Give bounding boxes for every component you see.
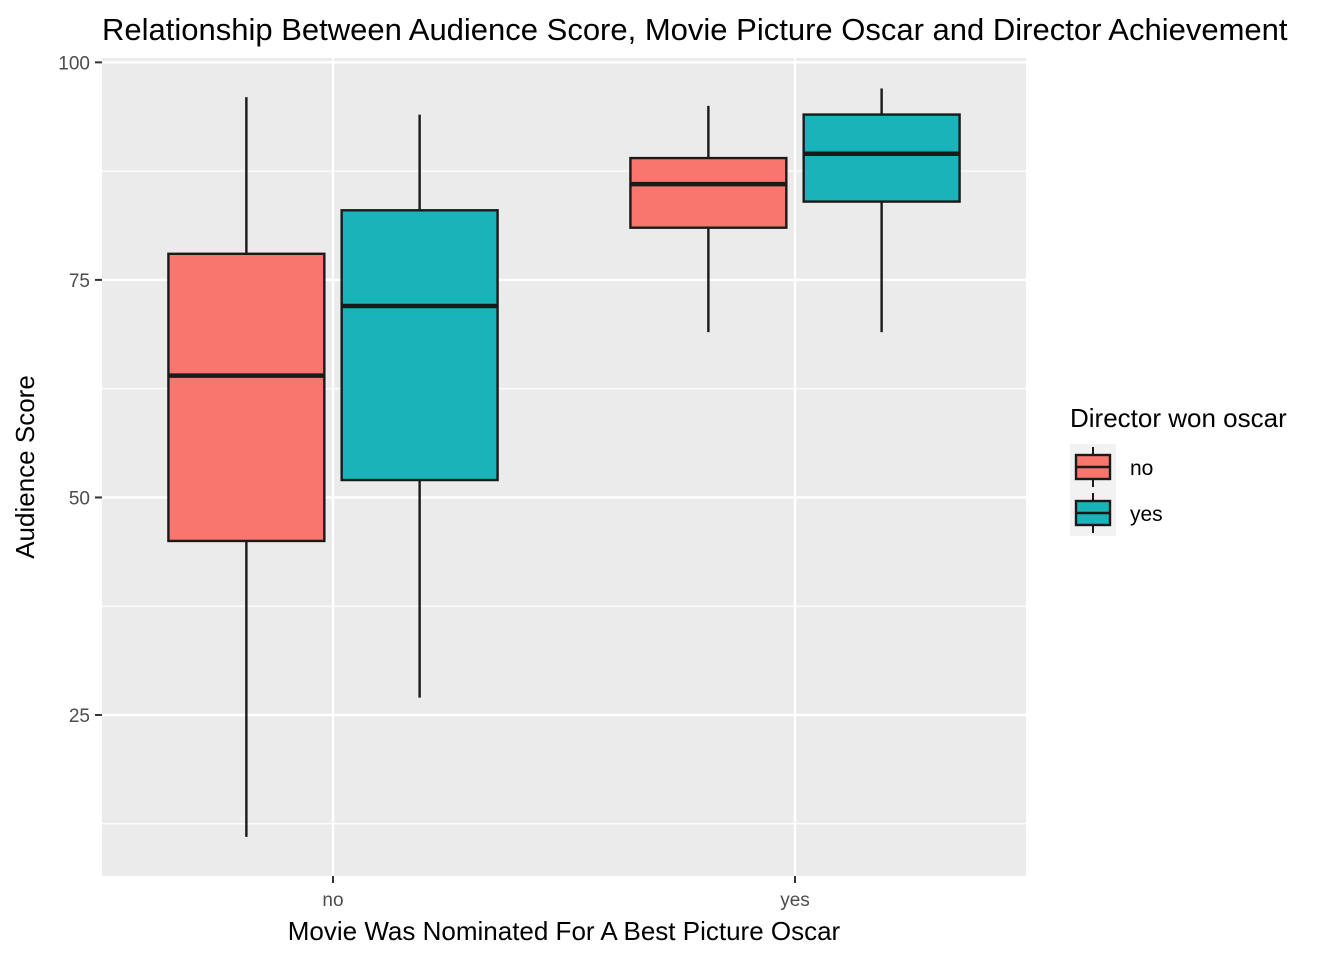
box-body bbox=[340, 209, 499, 482]
y-tick-label: 25 bbox=[69, 706, 90, 727]
grid-lines bbox=[102, 58, 1026, 876]
chart-title: Relationship Between Audience Score, Mov… bbox=[102, 12, 1288, 47]
legend-label: no bbox=[1130, 457, 1153, 480]
box-yes-yes bbox=[802, 88, 961, 333]
legend-label: yes bbox=[1130, 503, 1163, 526]
boxes-layer bbox=[167, 88, 961, 837]
box-body bbox=[802, 113, 961, 203]
legend-title: Director won oscar bbox=[1070, 403, 1287, 433]
legend-items: no yes bbox=[1070, 444, 1163, 536]
legend: Director won oscar no yes bbox=[1070, 403, 1287, 536]
y-axis-title: Audience Score bbox=[10, 375, 40, 559]
legend-item-no: no bbox=[1070, 444, 1153, 490]
y-tick-label: 75 bbox=[69, 271, 90, 292]
box-no-no bbox=[167, 97, 326, 837]
x-axis-title: Movie Was Nominated For A Best Picture O… bbox=[288, 916, 841, 946]
box-yes-no bbox=[340, 114, 499, 698]
y-tick-label: 50 bbox=[69, 488, 90, 509]
box-no-yes bbox=[629, 105, 788, 333]
x-tick-label: no bbox=[322, 890, 343, 911]
box-body bbox=[167, 252, 326, 543]
axes-layer: 25 50 75 100 no yes bbox=[58, 53, 809, 911]
x-tick-label: yes bbox=[780, 890, 810, 911]
box-body bbox=[629, 156, 788, 229]
legend-item-yes: yes bbox=[1070, 490, 1163, 536]
y-tick-label: 100 bbox=[58, 53, 90, 74]
